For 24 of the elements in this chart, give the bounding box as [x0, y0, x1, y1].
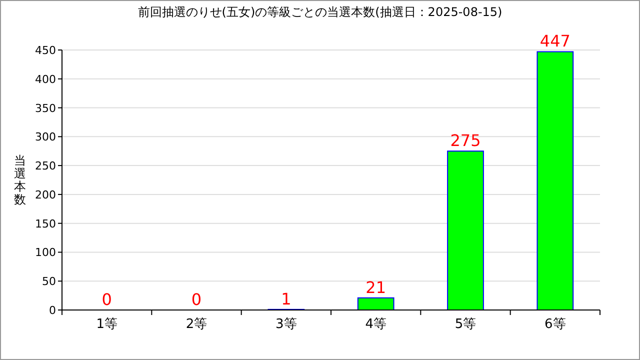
data-label: 0: [102, 290, 112, 309]
data-label: 0: [191, 290, 202, 309]
y-tick-label: 350: [35, 102, 56, 115]
data-label: 1: [281, 289, 292, 308]
x-tick-label: 5等: [454, 317, 476, 332]
y-tick-label: 50: [42, 275, 56, 288]
y-tick-label: 200: [35, 188, 56, 202]
y-tick-label: 100: [35, 246, 56, 260]
y-tick-label: 450: [35, 44, 56, 57]
y-tick-label: 0: [49, 304, 56, 317]
x-tick-label: 1等: [96, 317, 118, 332]
chart-title: 前回抽選のりせ(五女)の等級ごとの当選本数(抽選日：2025-08-15): [138, 5, 502, 19]
data-label: 447: [540, 32, 570, 51]
x-tick-label: 4等: [365, 317, 386, 332]
x-tick-label: 3等: [276, 317, 297, 332]
x-tick-label: 2等: [186, 317, 208, 332]
y-tick-label: 150: [35, 217, 56, 230]
y-tick-label: 400: [35, 72, 56, 86]
y-tick-label: 300: [35, 130, 56, 144]
x-tick-label: 6等: [544, 317, 566, 332]
data-label: 275: [450, 131, 481, 150]
y-tick-label: 250: [35, 160, 56, 173]
y-axis-title: 当選本数: [14, 154, 26, 206]
data-label: 21: [366, 278, 386, 297]
